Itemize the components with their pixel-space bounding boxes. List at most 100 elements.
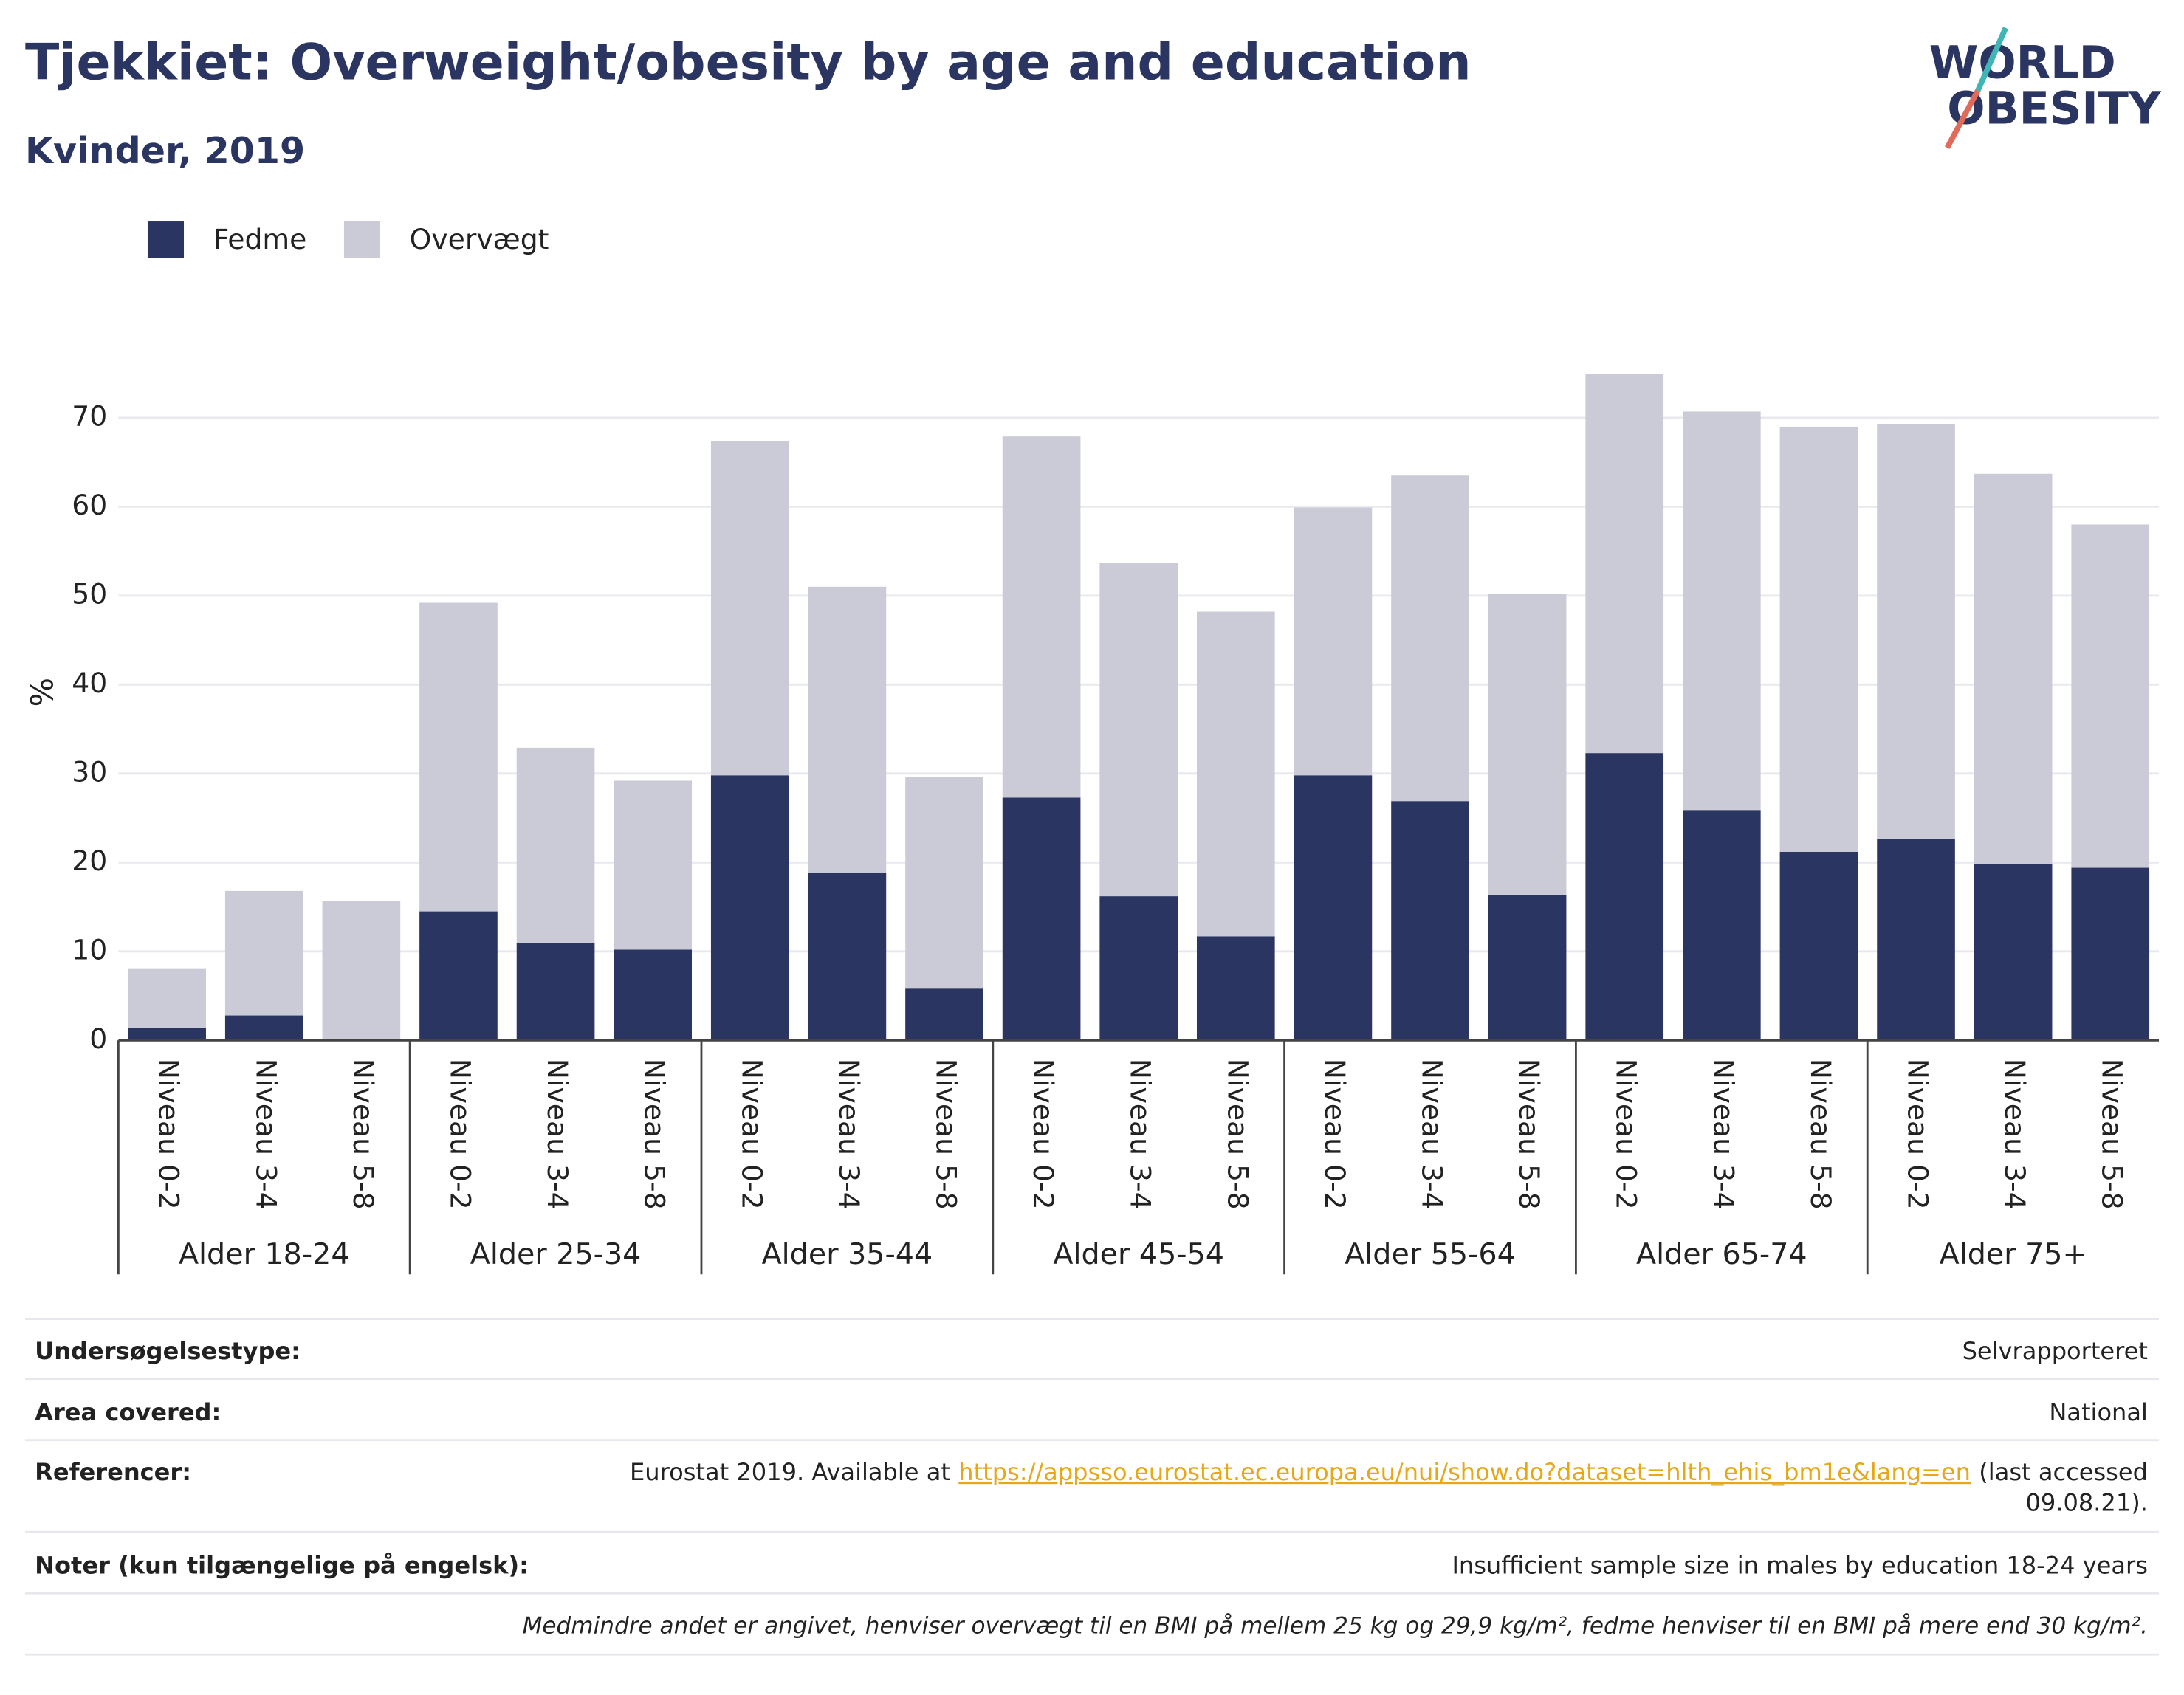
group-label: Alder 25-34 [470, 1237, 642, 1271]
bar-segment [1391, 801, 1469, 1041]
bar-segment [419, 602, 498, 912]
group-label: Alder 18-24 [179, 1237, 350, 1271]
chart-subtitle: Kvinder, 2019 [25, 129, 305, 172]
bar-segment [1196, 936, 1275, 1041]
x-tick-label: Niveau 0-2 [1027, 1059, 1060, 1210]
bar-segment [128, 968, 206, 1028]
bar-segment [224, 1015, 303, 1041]
bar-segment [808, 873, 887, 1041]
logo-text: OBESITY [1947, 83, 2162, 135]
bar-segment [710, 775, 789, 1041]
x-tick-label: Niveau 5-8 [347, 1059, 380, 1210]
bar-segment [1585, 374, 1664, 754]
logo-slash [1944, 89, 1981, 149]
footer-value: Selvrapporteret [1962, 1337, 2148, 1365]
group-label: Alder 55-64 [1345, 1237, 1516, 1271]
x-tick-label: Niveau 5-8 [639, 1059, 671, 1210]
bar-segment [1877, 424, 1955, 839]
footer-text: Eurostat 2019. Available at [630, 1458, 950, 1486]
x-tick-label: Niveau 0-2 [444, 1059, 476, 1210]
logo-slash [1975, 27, 2008, 92]
group-label: Alder 45-54 [1053, 1237, 1224, 1271]
legend-label: Overvægt [410, 223, 549, 255]
x-tick-label: Niveau 3-4 [1124, 1059, 1157, 1210]
footer-label: Undersøgelsestype: [35, 1337, 301, 1365]
x-tick-label: Niveau 3-4 [541, 1059, 574, 1210]
bar-segment [1488, 594, 1567, 895]
bar-segment [1294, 507, 1373, 776]
footer-label: Referencer: [35, 1458, 191, 1486]
x-tick-label: Niveau 0-2 [735, 1059, 768, 1210]
footer-link[interactable]: https://appsso.eurostat.ec.europa.eu/nui… [958, 1458, 1971, 1486]
x-tick-label: Niveau 5-8 [930, 1059, 962, 1210]
group-label: Alder 75+ [1940, 1237, 2087, 1271]
bar-segment [1585, 753, 1664, 1041]
y-tick-label: 10 [72, 933, 107, 966]
logo-text: WORLD [1929, 37, 2116, 89]
bar-segment [1099, 563, 1178, 897]
bar-segment [710, 441, 789, 776]
bar-segment [1974, 864, 2053, 1041]
bar-segment [516, 747, 595, 943]
bar-segment [1488, 895, 1567, 1041]
bar-segment [614, 949, 692, 1041]
bar-segment [1974, 473, 2053, 864]
x-tick-label: Niveau 3-4 [1999, 1059, 2031, 1210]
bar-segment [614, 780, 692, 950]
legend-swatch [343, 221, 381, 258]
y-tick-label: 60 [72, 489, 107, 521]
y-tick-label: 50 [72, 577, 107, 610]
bar-segment [1002, 436, 1081, 798]
footer-value: Insufficient sample size in males by edu… [1452, 1551, 2147, 1579]
x-tick-label: Niveau 0-2 [1319, 1059, 1351, 1210]
bar-segment [1391, 475, 1469, 802]
x-tick-label: Niveau 3-4 [250, 1059, 282, 1210]
bar-segment [1294, 775, 1373, 1041]
x-tick-label: Niveau 5-8 [1221, 1059, 1254, 1210]
bar-segment [128, 1028, 206, 1041]
footer-value: Eurostat 2019. Available at https://appss… [630, 1458, 2148, 1486]
bar-segment [905, 988, 983, 1041]
bar-segment [1196, 611, 1275, 937]
footer-note: Medmindre andet er angivet, henviser ove… [523, 1612, 2148, 1639]
legend-label: Fedme [213, 223, 307, 255]
bar-segment [2071, 867, 2150, 1041]
x-tick-label: Niveau 0-2 [1902, 1059, 1934, 1210]
y-tick-label: 30 [72, 755, 107, 788]
x-tick-label: Niveau 5-8 [1804, 1059, 1837, 1210]
group-label: Alder 35-44 [762, 1237, 933, 1271]
footer-value: National [2049, 1398, 2148, 1426]
x-tick-label: Niveau 5-8 [1513, 1059, 1545, 1210]
y-tick-label: 0 [89, 1022, 107, 1055]
x-tick-label: Niveau 3-4 [833, 1059, 865, 1210]
bar-segment [1779, 851, 1858, 1041]
footer-value: 09.08.21). [2025, 1488, 2147, 1516]
y-tick-label: 70 [72, 399, 107, 432]
bar-segment [1683, 411, 1761, 811]
bar-segment [224, 890, 303, 1016]
x-tick-label: Niveau 5-8 [2096, 1059, 2129, 1210]
x-tick-label: Niveau 0-2 [153, 1059, 185, 1210]
bar-segment [905, 777, 983, 989]
bar-segment [1099, 896, 1178, 1041]
legend-swatch [147, 221, 185, 258]
group-label: Alder 65-74 [1636, 1237, 1807, 1271]
bar-segment [808, 586, 887, 873]
chart-title: Tjekkiet: Overweight/obesity by age and … [25, 33, 1472, 92]
bar-segment [1779, 426, 1858, 852]
x-tick-label: Niveau 0-2 [1610, 1059, 1643, 1210]
x-tick-label: Niveau 3-4 [1707, 1059, 1740, 1210]
footer-text: (last accessed [1979, 1458, 2148, 1486]
x-tick-label: Niveau 3-4 [1416, 1059, 1449, 1210]
bar-segment [1877, 839, 1955, 1041]
y-axis-label: % [24, 678, 60, 706]
bar-segment [322, 901, 401, 1041]
y-tick-label: 40 [72, 667, 107, 699]
bar-segment [516, 943, 595, 1041]
footer-label: Noter (kun tilgængelige på engelsk): [35, 1551, 529, 1579]
bar-segment [419, 911, 498, 1041]
bar-segment [1683, 810, 1761, 1041]
footer-label: Area covered: [35, 1398, 221, 1426]
y-tick-label: 20 [72, 845, 107, 877]
